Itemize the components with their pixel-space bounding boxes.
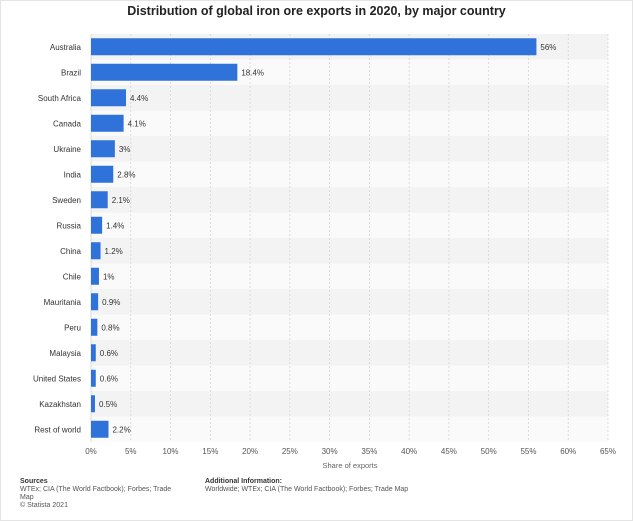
row-background [91,365,608,391]
row-background [91,187,608,213]
x-tick-label: 5% [125,447,137,456]
chart-title: Distribution of global iron ore exports … [127,4,506,18]
category-label: Rest of world [34,425,81,434]
value-label: 3% [119,145,131,154]
bar-brazil [91,63,238,81]
value-label: 0.6% [100,374,118,383]
category-label: Russia [57,221,82,230]
row-background [91,212,608,238]
additional-info-title: Additional Information: [205,478,282,485]
value-label: 2.1% [112,196,130,205]
bar-canada [91,114,124,132]
category-label: Chile [63,272,82,281]
value-label: 4.1% [128,119,146,128]
value-label: 56% [540,43,556,52]
x-axis-label: Share of exports [322,461,377,470]
value-label: 0.5% [99,400,117,409]
x-tick-label: 15% [202,447,218,456]
x-tick-label: 0% [85,447,97,456]
additional-info-text: Worldwide; WTEx; CIA (The World Factbook… [205,486,409,493]
category-label: Sweden [52,196,81,205]
bar-sweden [91,191,108,209]
category-label: United States [33,374,81,383]
category-label: India [64,170,82,179]
bar-ukraine [91,140,115,158]
additional-info-block: Additional Information: Worldwide; WTEx;… [205,478,525,494]
x-tick-label: 50% [481,447,497,456]
sources-text-line2: Map [20,494,34,501]
x-tick-label: 35% [361,447,377,456]
category-label: Ukraine [53,145,81,154]
sources-text-line1: WTEx; CIA (The World Factbook); Forbes; … [20,486,172,493]
copyright-text: © Statista 2021 [20,502,68,509]
x-tick-label: 60% [560,447,576,456]
value-label: 1.2% [105,247,123,256]
category-label: Peru [64,323,81,332]
category-label: South Africa [38,94,82,103]
row-background [91,263,608,289]
value-label: 1.4% [106,221,124,230]
x-tick-label: 30% [322,447,338,456]
sources-block: Sources WTEx; CIA (The World Factbook); … [20,478,200,510]
value-label: 0.6% [100,349,118,358]
row-background [91,110,608,136]
category-label: Australia [50,43,82,52]
category-label: China [60,247,81,256]
bar-kazakhstan [91,395,95,413]
row-background [91,289,608,315]
sources-title: Sources [20,478,48,485]
x-tick-label: 10% [163,447,179,456]
value-label: 0.9% [102,298,120,307]
value-label: 0.8% [101,323,119,332]
x-tick-label: 55% [520,447,536,456]
bar-australia [91,38,537,56]
row-background [91,136,608,162]
bar-rest-of-world [91,420,109,438]
value-label: 18.4% [241,68,264,77]
bar-india [91,165,114,183]
bar-united-states [91,369,96,387]
row-background [91,161,608,187]
value-label: 1% [103,272,115,281]
category-label: Brazil [61,68,81,77]
value-label: 2.8% [117,170,135,179]
category-label: Canada [53,119,82,128]
row-background [91,238,608,264]
bar-china [91,242,101,260]
category-label: Kazakhstan [39,400,81,409]
bar-mauritania [91,293,99,311]
bar-russia [91,216,103,234]
row-background [91,314,608,340]
x-tick-label: 40% [401,447,417,456]
bar-malaysia [91,344,96,362]
row-background [91,416,608,442]
category-label: Mauritania [44,298,82,307]
bar-chile [91,267,99,285]
bar-south-africa [91,89,126,107]
bar-peru [91,318,98,336]
x-tick-label: 20% [242,447,258,456]
x-tick-label: 45% [441,447,457,456]
value-label: 2.2% [112,425,130,434]
category-label: Malaysia [49,349,81,358]
row-background [91,340,608,366]
value-label: 4.4% [130,94,148,103]
x-tick-label: 25% [282,447,298,456]
x-tick-label: 65% [600,447,616,456]
row-background [91,85,608,111]
row-background [91,391,608,417]
